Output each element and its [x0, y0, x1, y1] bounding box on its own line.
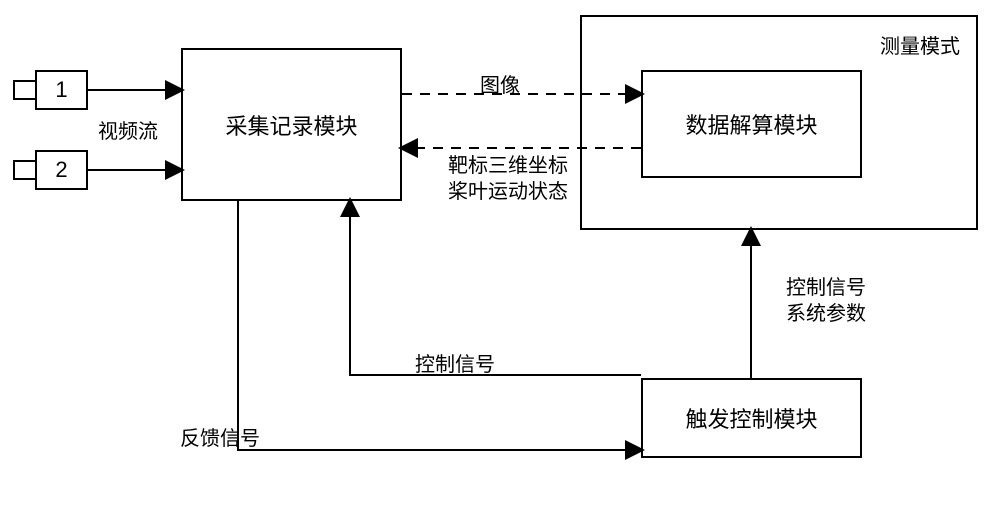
trigger-control-module-box: 触发控制模块 — [641, 378, 862, 458]
acquisition-module-box: 采集记录模块 — [181, 48, 402, 201]
camera-1-lens — [13, 80, 35, 100]
camera-2-label: 2 — [55, 157, 67, 183]
camera-2-lens — [13, 160, 35, 180]
data-decode-module-box: 数据解算模块 — [641, 70, 862, 178]
control-signal-label: 控制信号 — [415, 348, 495, 377]
trigger-control-module-label: 触发控制模块 — [685, 402, 817, 434]
control-sys-label: 控制信号 系统参数 — [786, 275, 866, 327]
video-stream-label: 视频流 — [98, 115, 158, 144]
feedback-signal-label: 反馈信号 — [180, 422, 260, 451]
measurement-mode-label: 测量模式 — [880, 30, 960, 59]
image-label: 图像 — [480, 69, 520, 98]
target-state-label: 靶标三维坐标 桨叶运动状态 — [448, 153, 568, 205]
camera-2-body: 2 — [35, 150, 88, 190]
acquisition-module-label: 采集记录模块 — [225, 109, 357, 141]
camera-1-body: 1 — [35, 70, 88, 110]
data-decode-module-label: 数据解算模块 — [685, 108, 817, 140]
camera-1-label: 1 — [55, 77, 67, 103]
arrow-acq-trigger-feedback — [238, 201, 641, 450]
